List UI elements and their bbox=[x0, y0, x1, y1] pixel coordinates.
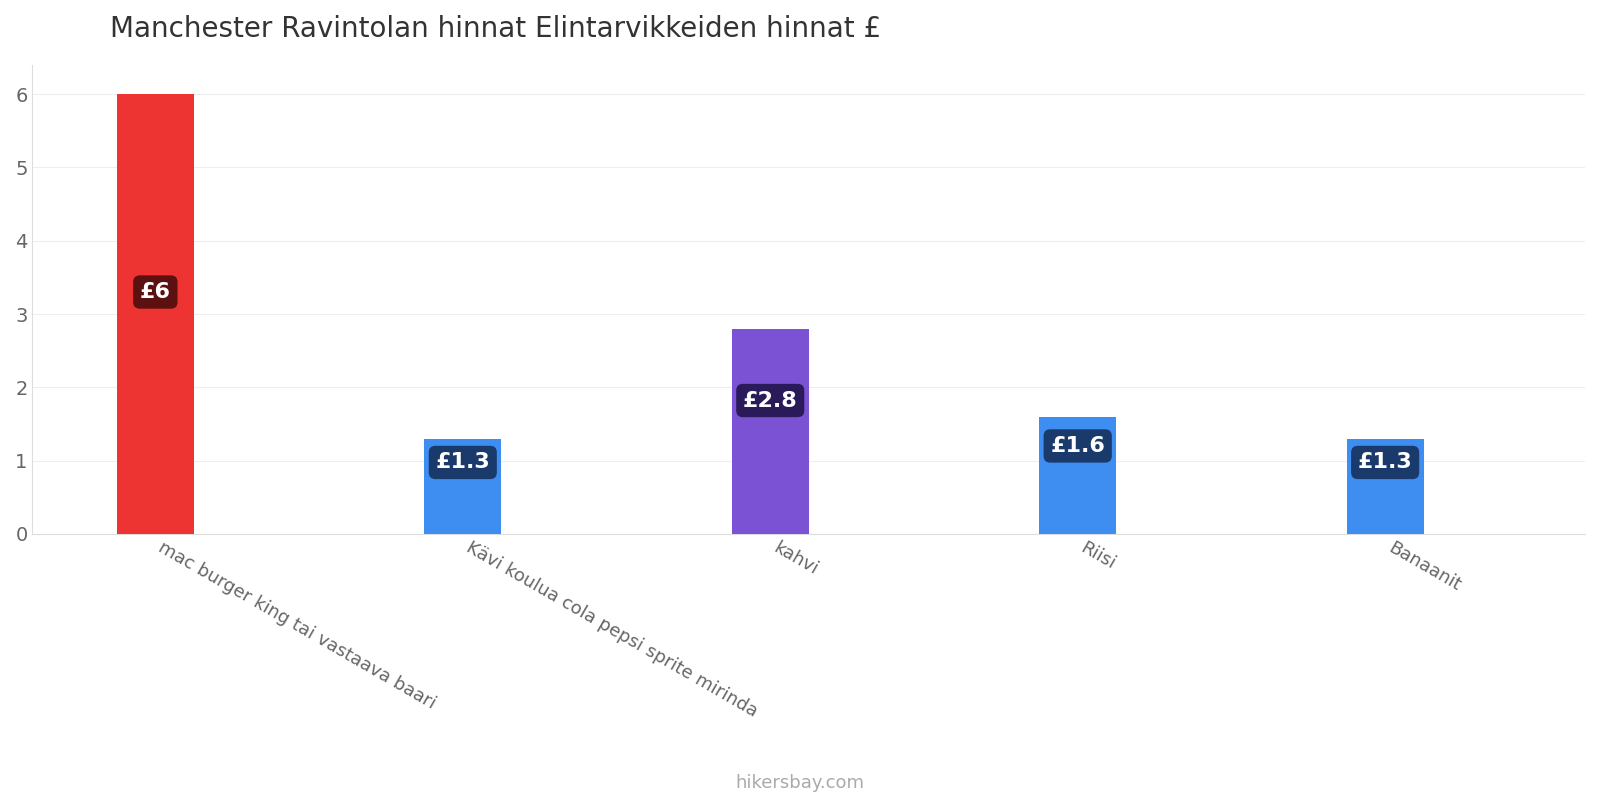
Bar bbox=[424, 438, 501, 534]
Text: hikersbay.com: hikersbay.com bbox=[736, 774, 864, 792]
Bar bbox=[731, 329, 808, 534]
Text: £2.8: £2.8 bbox=[742, 390, 798, 410]
Text: £1.3: £1.3 bbox=[1358, 453, 1413, 473]
Bar bbox=[1347, 438, 1424, 534]
Text: £6: £6 bbox=[139, 282, 171, 302]
Text: £1.6: £1.6 bbox=[1050, 436, 1106, 456]
Text: £1.3: £1.3 bbox=[435, 453, 490, 473]
Text: Manchester Ravintolan hinnat Elintarvikkeiden hinnat £: Manchester Ravintolan hinnat Elintarvikk… bbox=[110, 15, 882, 43]
Bar bbox=[1040, 417, 1117, 534]
Bar bbox=[117, 94, 194, 534]
